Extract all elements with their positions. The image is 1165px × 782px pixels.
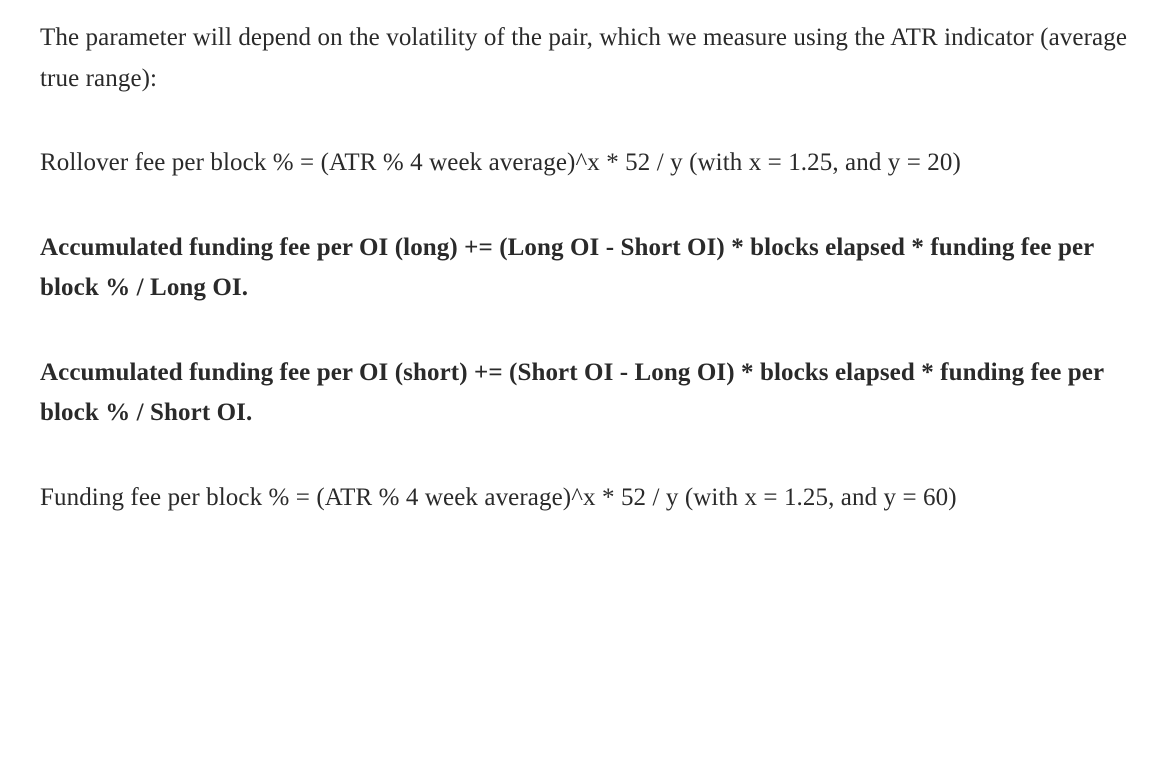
accumulated-funding-long-formula: Accumulated funding fee per OI (long) +=… [40, 228, 1129, 309]
accumulated-funding-short-formula: Accumulated funding fee per OI (short) +… [40, 353, 1129, 434]
intro-paragraph: The parameter will depend on the volatil… [40, 18, 1129, 99]
rollover-fee-formula: Rollover fee per block % = (ATR % 4 week… [40, 143, 1129, 184]
funding-fee-formula: Funding fee per block % = (ATR % 4 week … [40, 478, 1129, 519]
